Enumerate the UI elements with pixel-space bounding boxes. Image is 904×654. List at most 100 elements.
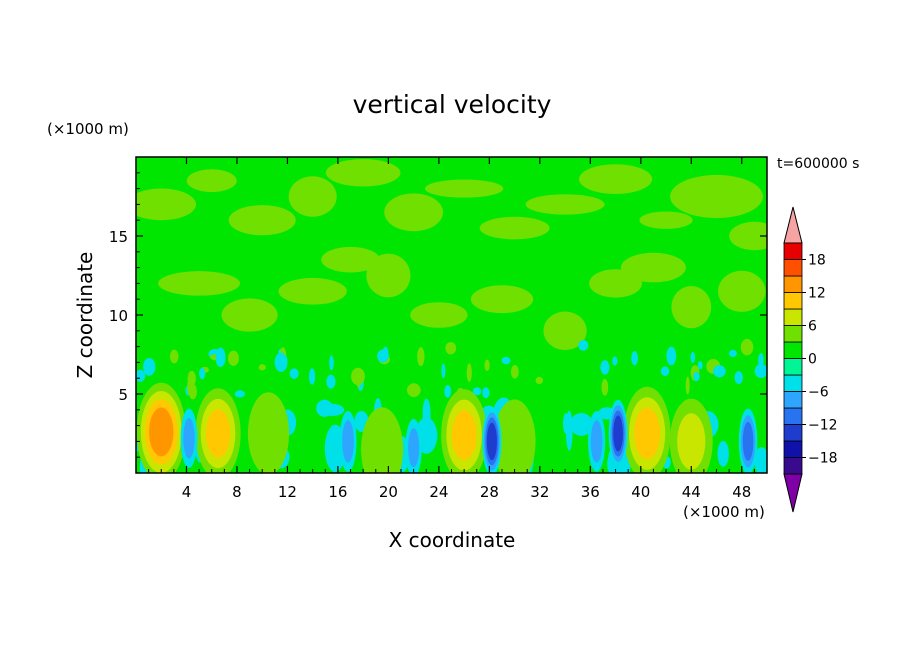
turbulent-patch [734,371,743,385]
turbulent-patch [199,367,206,380]
x-tick-label: 44 [682,483,701,501]
turbulent-patch [406,383,421,398]
turbulent-patch [445,341,457,355]
colorbar-tick-label: 6 [808,319,817,335]
colorbar-min-triangle [783,473,803,513]
turbulent-patch [444,384,452,398]
negative-patch [321,403,345,416]
turbulent-patch [666,346,677,366]
positive-region [384,193,444,232]
colorbar-box [783,308,803,326]
colorbar-box [783,325,803,343]
x-tick-label: 28 [480,483,499,501]
positive-region [525,194,605,215]
turbulent-patch [308,368,316,385]
turbulent-patch [728,349,737,358]
x-tick-label: 4 [182,483,192,501]
colorbar-box [783,275,803,293]
downdraft-contour [342,420,354,463]
positive-region [410,302,468,328]
colorbar-box [783,407,803,425]
x-tick-label: 8 [232,483,242,501]
turbulent-patch [697,361,703,370]
colorbar-box [783,259,803,277]
x-tick-label: 20 [379,483,398,501]
turbulent-patch [143,357,156,376]
negative-patch [565,410,573,451]
turbulent-patch [758,352,764,369]
x-tick-label: 16 [328,483,347,501]
x-tick-label: 24 [429,483,448,501]
turbulent-patch [382,346,389,358]
turbulent-patch [187,370,196,387]
turbulent-patch [351,367,365,386]
y-tick-label: 15 [109,228,128,246]
downdraft-contour [613,415,623,452]
updraft-contour [149,407,174,457]
colorbar-max-triangle [783,206,803,244]
time-label: t=600000 s [777,156,859,172]
positive-region [425,179,504,198]
turbulent-patch [417,347,425,367]
x-tick-label: 48 [732,483,751,501]
turbulent-patch [693,371,700,382]
turbulent-patch [234,390,245,398]
turbulent-patch [713,365,726,378]
colorbar-box [783,424,803,442]
turbulent-patch [600,360,610,375]
negative-patch [422,398,431,429]
positive-region [670,174,763,219]
colorbar-box [783,374,803,392]
turbulent-patch [754,363,767,379]
downdraft-contour [590,420,603,463]
positive-region [470,285,534,314]
colorbar-tick-label: 0 [808,352,817,368]
negative-patch [754,447,767,473]
y-axis-label: Z coordinate [73,252,97,379]
y-unit-label: (×1000 m) [47,120,129,138]
positive-region [479,216,550,240]
turbulent-patch [601,378,609,396]
x-tick-label: 36 [581,483,600,501]
colorbar-tick-label: −18 [808,451,838,467]
x-tick-label: 12 [278,483,297,501]
updraft-contour [361,407,404,473]
chart-title: vertical velocity [353,90,552,119]
colorbar-box [783,292,803,310]
turbulent-patch [690,351,696,364]
turbulent-patch [169,349,179,364]
positive-region [278,277,347,305]
downdraft-contour [742,421,754,461]
turbulent-patch [472,387,482,396]
positive-region [288,176,337,217]
turbulent-patch [258,364,266,371]
positive-region [325,159,401,187]
positive-region [221,298,278,332]
colorbar-tick-label: −12 [808,418,838,434]
turbulent-patch [289,368,299,379]
y-tick-label: 5 [118,386,128,404]
turbulent-patch [466,363,472,382]
turbulent-patch [535,376,544,384]
turbulent-patch [136,369,146,382]
updraft-contour [205,409,231,458]
turbulent-patch [510,364,519,379]
x-axis-label: X coordinate [389,528,516,552]
updraft-contour [451,410,477,460]
negative-patch [569,412,593,436]
x-tick-label: 32 [530,483,549,501]
updraft-contour [493,399,536,473]
negative-patch [717,440,729,467]
turbulent-patch [215,347,226,368]
positive-region [543,311,587,351]
positive-region [228,205,296,236]
positive-region [639,211,693,229]
turbulent-patch [631,351,638,366]
turbulent-patch [482,387,490,399]
turbulent-patch [227,350,239,366]
colorbar-tick-label: −6 [808,385,829,401]
positive-region [136,188,196,221]
colorbar-tick-label: 18 [808,253,826,269]
positive-region [620,252,686,283]
